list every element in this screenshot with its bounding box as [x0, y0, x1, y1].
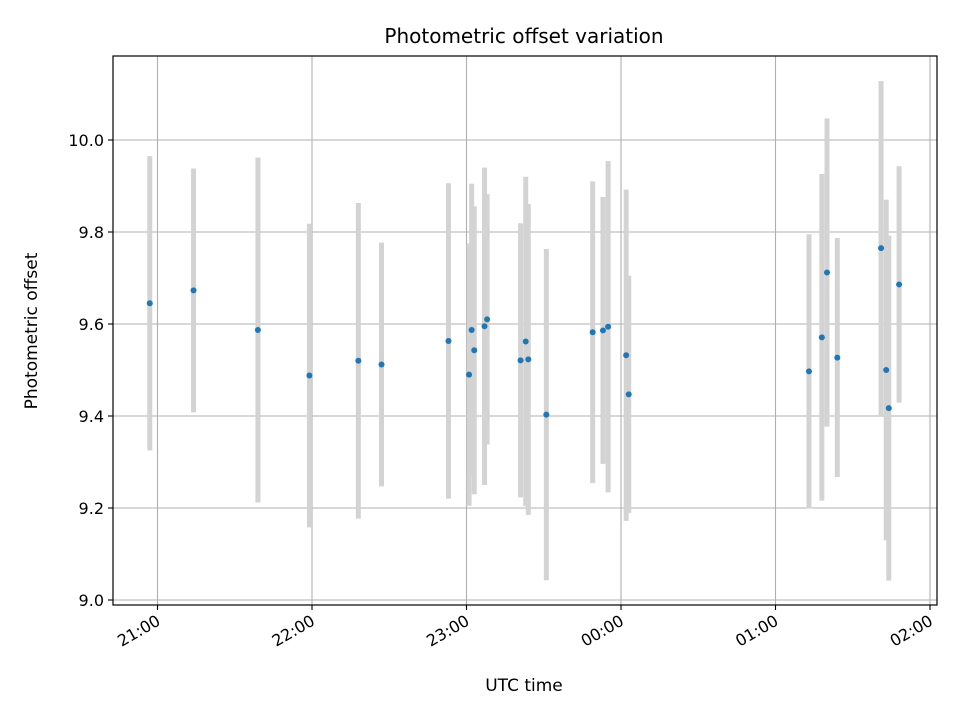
data-point	[471, 347, 478, 354]
data-point	[818, 334, 825, 341]
data-point	[625, 391, 632, 398]
y-tick-label: 9.6	[79, 315, 104, 334]
x-tick-label: 01:00	[732, 611, 781, 651]
y-tick-label: 10.0	[68, 131, 104, 150]
data-point	[445, 338, 452, 345]
data-point	[834, 354, 841, 361]
x-tick-label: 00:00	[578, 611, 627, 651]
x-tick-label: 22:00	[269, 611, 318, 651]
chart-title: Photometric offset variation	[384, 24, 663, 48]
data-point	[522, 338, 529, 345]
x-axis-ticks: 21:00 22:00 23:00 00:00 01:00 02:00	[114, 605, 936, 651]
error-bars	[147, 81, 902, 581]
data-point	[484, 316, 491, 323]
y-axis-ticks: 9.0 9.2 9.4 9.6 9.8 10.0	[68, 131, 113, 610]
y-axis-label: Photometric offset	[22, 252, 42, 409]
data-point	[885, 405, 892, 412]
x-axis-label: UTC time	[485, 676, 563, 696]
data-point	[543, 411, 550, 418]
data-point	[883, 367, 890, 373]
data-point	[254, 326, 261, 333]
data-point	[517, 357, 524, 364]
data-point	[190, 287, 197, 294]
y-tick-label: 9.2	[79, 499, 104, 518]
data-point	[306, 372, 313, 379]
x-tick-label: 21:00	[114, 611, 163, 651]
data-points	[146, 245, 903, 418]
y-tick-label: 9.8	[79, 223, 104, 242]
data-point	[599, 327, 606, 334]
y-tick-label: 9.4	[79, 407, 104, 426]
data-point	[466, 371, 473, 378]
data-point	[378, 361, 385, 368]
data-point	[481, 323, 488, 330]
data-point	[468, 326, 475, 333]
data-point	[525, 356, 532, 363]
data-point	[605, 323, 612, 330]
y-tick-label: 9.0	[79, 591, 104, 610]
plot-area-frame	[112, 55, 938, 606]
data-point	[146, 300, 153, 307]
data-point	[878, 245, 885, 252]
data-point	[824, 269, 830, 276]
x-tick-label: 23:00	[423, 611, 472, 651]
data-point	[355, 357, 362, 364]
data-point	[805, 368, 812, 375]
x-tick-label: 02:00	[887, 611, 936, 651]
data-point	[896, 281, 903, 288]
data-point	[589, 329, 596, 336]
data-point	[623, 352, 630, 359]
